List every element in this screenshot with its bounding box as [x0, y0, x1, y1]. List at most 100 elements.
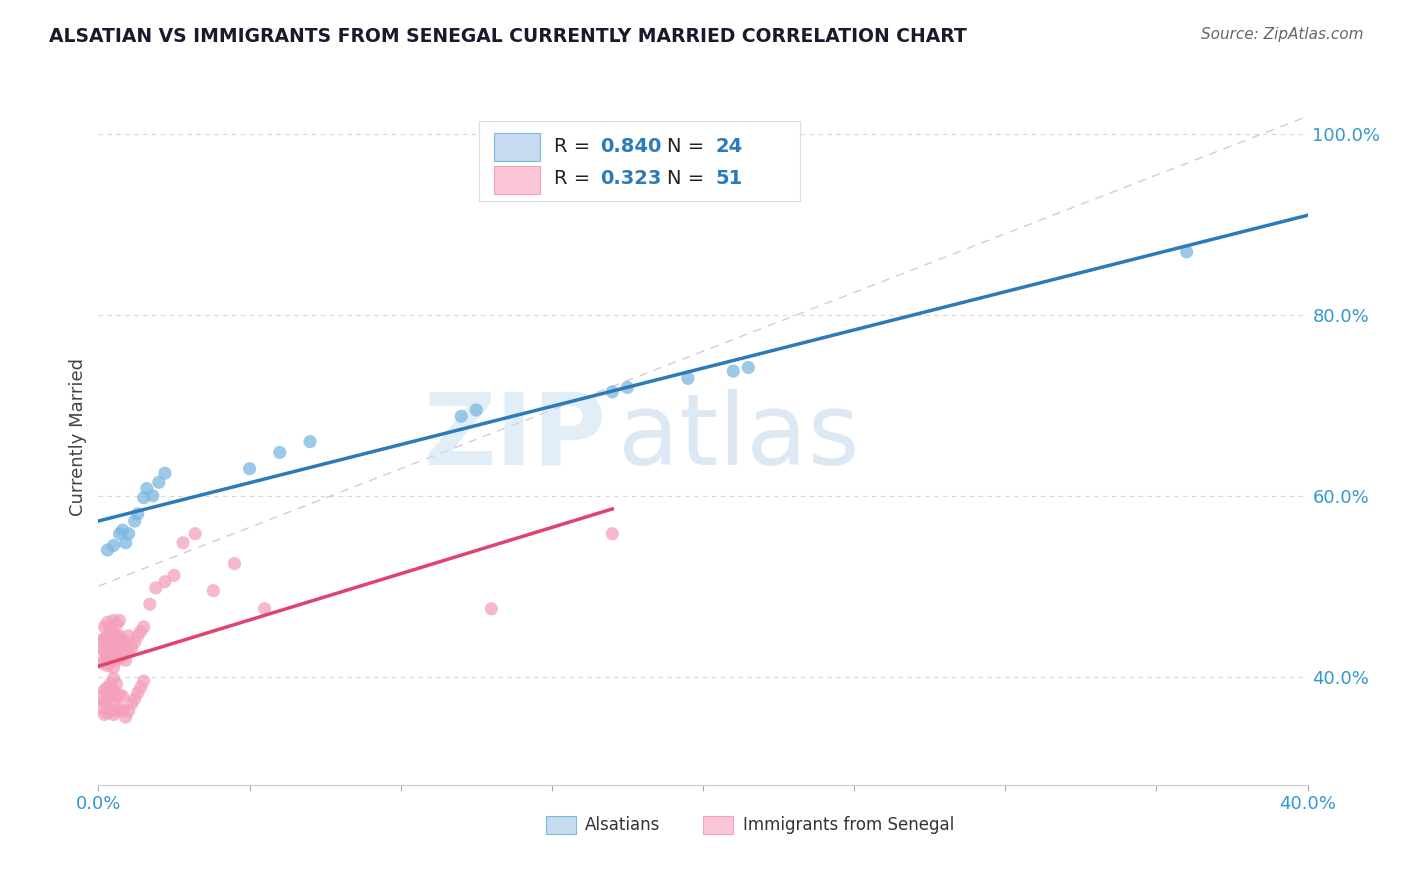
Point: [96, 543, 118, 558]
Point: [153, 467, 176, 481]
Point: [93, 653, 115, 667]
Point: [111, 633, 134, 648]
Point: [224, 557, 246, 571]
Point: [111, 647, 134, 661]
Point: [103, 695, 125, 709]
Text: Source: ZipAtlas.com: Source: ZipAtlas.com: [1201, 27, 1364, 42]
Point: [129, 624, 152, 639]
Point: [299, 434, 322, 449]
Point: [239, 461, 262, 475]
Point: [132, 491, 155, 505]
Point: [90, 642, 112, 657]
Point: [105, 617, 128, 632]
Point: [602, 384, 624, 399]
Point: [108, 701, 131, 715]
Point: [269, 445, 291, 459]
Point: [135, 482, 157, 496]
Point: [108, 688, 131, 702]
Point: [103, 539, 125, 553]
Point: [202, 583, 225, 598]
Point: [148, 475, 170, 490]
Point: [737, 360, 759, 375]
FancyBboxPatch shape: [546, 816, 576, 834]
Text: 0.323: 0.323: [600, 169, 662, 188]
Point: [100, 704, 122, 718]
Point: [676, 371, 699, 385]
Point: [103, 707, 125, 722]
Point: [96, 629, 118, 643]
Text: R =: R =: [554, 169, 591, 188]
Point: [253, 601, 276, 615]
Point: [450, 409, 472, 424]
Point: [108, 651, 131, 665]
Text: ZIP: ZIP: [423, 389, 606, 485]
Text: R =: R =: [554, 137, 591, 156]
Point: [93, 632, 115, 646]
Point: [108, 614, 131, 628]
Point: [103, 660, 125, 674]
Point: [114, 536, 136, 550]
Point: [139, 597, 162, 611]
Text: atlas: atlas: [619, 389, 860, 485]
Text: N =: N =: [666, 137, 704, 156]
Text: 51: 51: [716, 169, 742, 188]
Point: [108, 526, 131, 541]
Point: [111, 704, 134, 718]
Point: [100, 633, 122, 648]
Point: [481, 601, 503, 615]
Point: [118, 629, 141, 643]
Text: Immigrants from Senegal: Immigrants from Senegal: [742, 816, 955, 834]
Point: [100, 690, 122, 704]
Point: [105, 640, 128, 655]
Point: [127, 507, 149, 521]
FancyBboxPatch shape: [494, 166, 540, 194]
Point: [121, 697, 143, 711]
Point: [96, 649, 118, 664]
Point: [153, 574, 176, 589]
Point: [103, 683, 125, 698]
FancyBboxPatch shape: [703, 816, 734, 834]
Point: [616, 380, 638, 394]
Point: [108, 629, 131, 643]
Text: 0.840: 0.840: [600, 137, 662, 156]
Point: [114, 635, 136, 649]
Point: [100, 644, 122, 658]
Point: [103, 626, 125, 640]
Point: [111, 523, 134, 537]
Point: [90, 656, 112, 670]
Point: [145, 581, 167, 595]
FancyBboxPatch shape: [479, 120, 800, 201]
Point: [129, 681, 152, 695]
Point: [90, 633, 112, 648]
Point: [105, 653, 128, 667]
Point: [93, 683, 115, 698]
Point: [723, 364, 745, 378]
Point: [127, 629, 149, 643]
Point: [114, 710, 136, 724]
Point: [118, 526, 141, 541]
Point: [108, 640, 131, 655]
Point: [465, 403, 488, 417]
Point: [1175, 244, 1198, 259]
Point: [121, 640, 143, 655]
Point: [111, 690, 134, 704]
Point: [103, 671, 125, 685]
Point: [602, 526, 624, 541]
FancyBboxPatch shape: [494, 133, 540, 161]
Point: [96, 640, 118, 655]
Point: [105, 677, 128, 691]
Text: ALSATIAN VS IMMIGRANTS FROM SENEGAL CURRENTLY MARRIED CORRELATION CHART: ALSATIAN VS IMMIGRANTS FROM SENEGAL CURR…: [49, 27, 967, 45]
Point: [90, 701, 112, 715]
Point: [124, 635, 146, 649]
Point: [100, 656, 122, 670]
Point: [90, 690, 112, 704]
Point: [163, 568, 186, 582]
Point: [124, 514, 146, 528]
Point: [96, 692, 118, 706]
Point: [103, 649, 125, 664]
Point: [124, 692, 146, 706]
Point: [103, 638, 125, 652]
Point: [172, 536, 194, 550]
Point: [93, 695, 115, 709]
Point: [184, 526, 207, 541]
